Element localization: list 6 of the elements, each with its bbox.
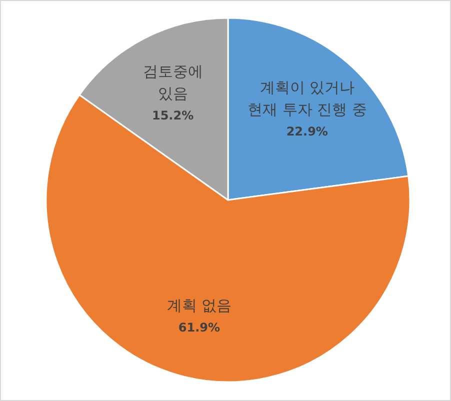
data-label: 22.9%: [286, 124, 328, 139]
data-label: 15.2%: [152, 108, 194, 122]
data-label: 61.9%: [178, 320, 220, 335]
slice-label: 계획이 있거나 현재 투자 진행 중: [247, 78, 367, 119]
slice-label: 검토중에 있음: [142, 62, 203, 102]
slice-label: 계획 없음: [166, 296, 232, 315]
